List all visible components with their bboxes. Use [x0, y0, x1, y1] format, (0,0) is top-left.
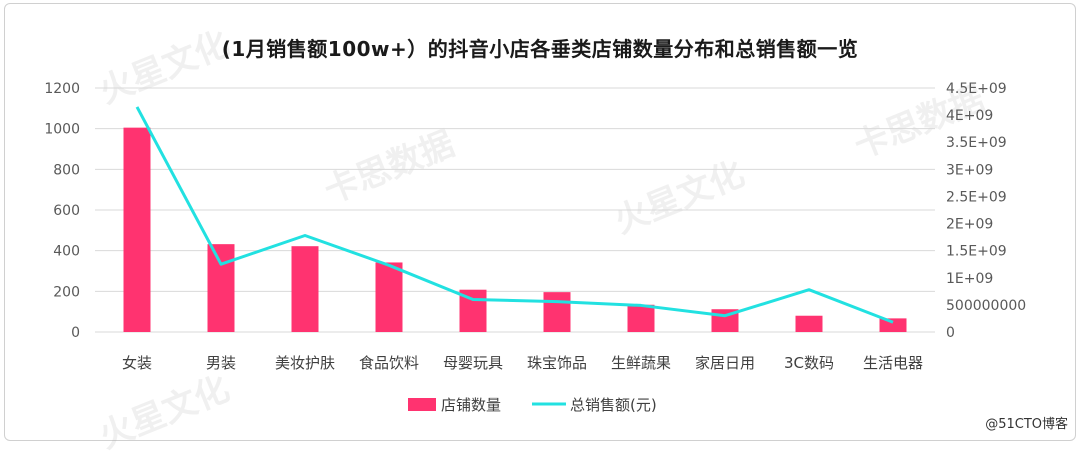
y-left-tick-label: 800: [53, 162, 80, 178]
bar-9: [880, 318, 907, 332]
line-series: [137, 107, 893, 322]
y-right-tick-label: 2E+09: [946, 217, 993, 233]
x-category-label: 男装: [206, 354, 236, 372]
x-category-label: 母婴玩具: [443, 354, 503, 372]
bar-0: [124, 128, 151, 332]
x-category-label: 生鲜蔬果: [611, 354, 671, 372]
y-right-tick-label: 500000000: [946, 298, 1026, 314]
bar-6: [628, 305, 655, 332]
y-left-tick-label: 200: [53, 284, 80, 300]
bar-2: [292, 246, 319, 332]
x-category-label: 珠宝饰品: [527, 354, 587, 372]
x-category-label: 生活电器: [863, 354, 923, 372]
y-left-tick-label: 400: [53, 244, 80, 260]
bar-3: [376, 262, 403, 332]
x-category-label: 食品饮料: [359, 354, 419, 372]
y-left-tick-label: 600: [53, 203, 80, 219]
x-category-label: 3C数码: [784, 354, 834, 372]
x-category-label: 女装: [122, 354, 152, 372]
y-left-tick-label: 1000: [44, 122, 80, 138]
y-left-tick-label: 0: [71, 325, 80, 341]
chart-svg: 0 200 400 600 800 1000 1200 0 500000000 1E+09 1.5…: [0, 0, 1080, 444]
y-right-tick-label: 4E+09: [946, 108, 993, 124]
legend-bar-swatch: [408, 398, 436, 411]
y-right-tick-label: 1E+09: [946, 271, 993, 287]
bar-1: [208, 244, 235, 332]
y-left-tick-label: 1200: [44, 81, 80, 97]
y-right-tick-label: 1.5E+09: [946, 244, 1007, 260]
y-right-tick-label: 3E+09: [946, 162, 993, 178]
footer-credit: @51CTO博客: [985, 413, 1068, 432]
x-category-label: 美妆护肤: [275, 354, 335, 372]
y-right-tick-label: 4.5E+09: [946, 81, 1007, 97]
legend-bar-label: 店铺数量: [441, 396, 501, 414]
bar-8: [796, 316, 823, 332]
y-right-tick-label: 3.5E+09: [946, 135, 1007, 151]
y-right-tick-label: 0: [946, 325, 955, 341]
y-right-tick-label: 2.5E+09: [946, 189, 1007, 205]
x-category-label: 家居日用: [695, 354, 755, 372]
legend-line-label: 总销售额(元): [570, 396, 657, 414]
bar-5: [544, 292, 571, 332]
